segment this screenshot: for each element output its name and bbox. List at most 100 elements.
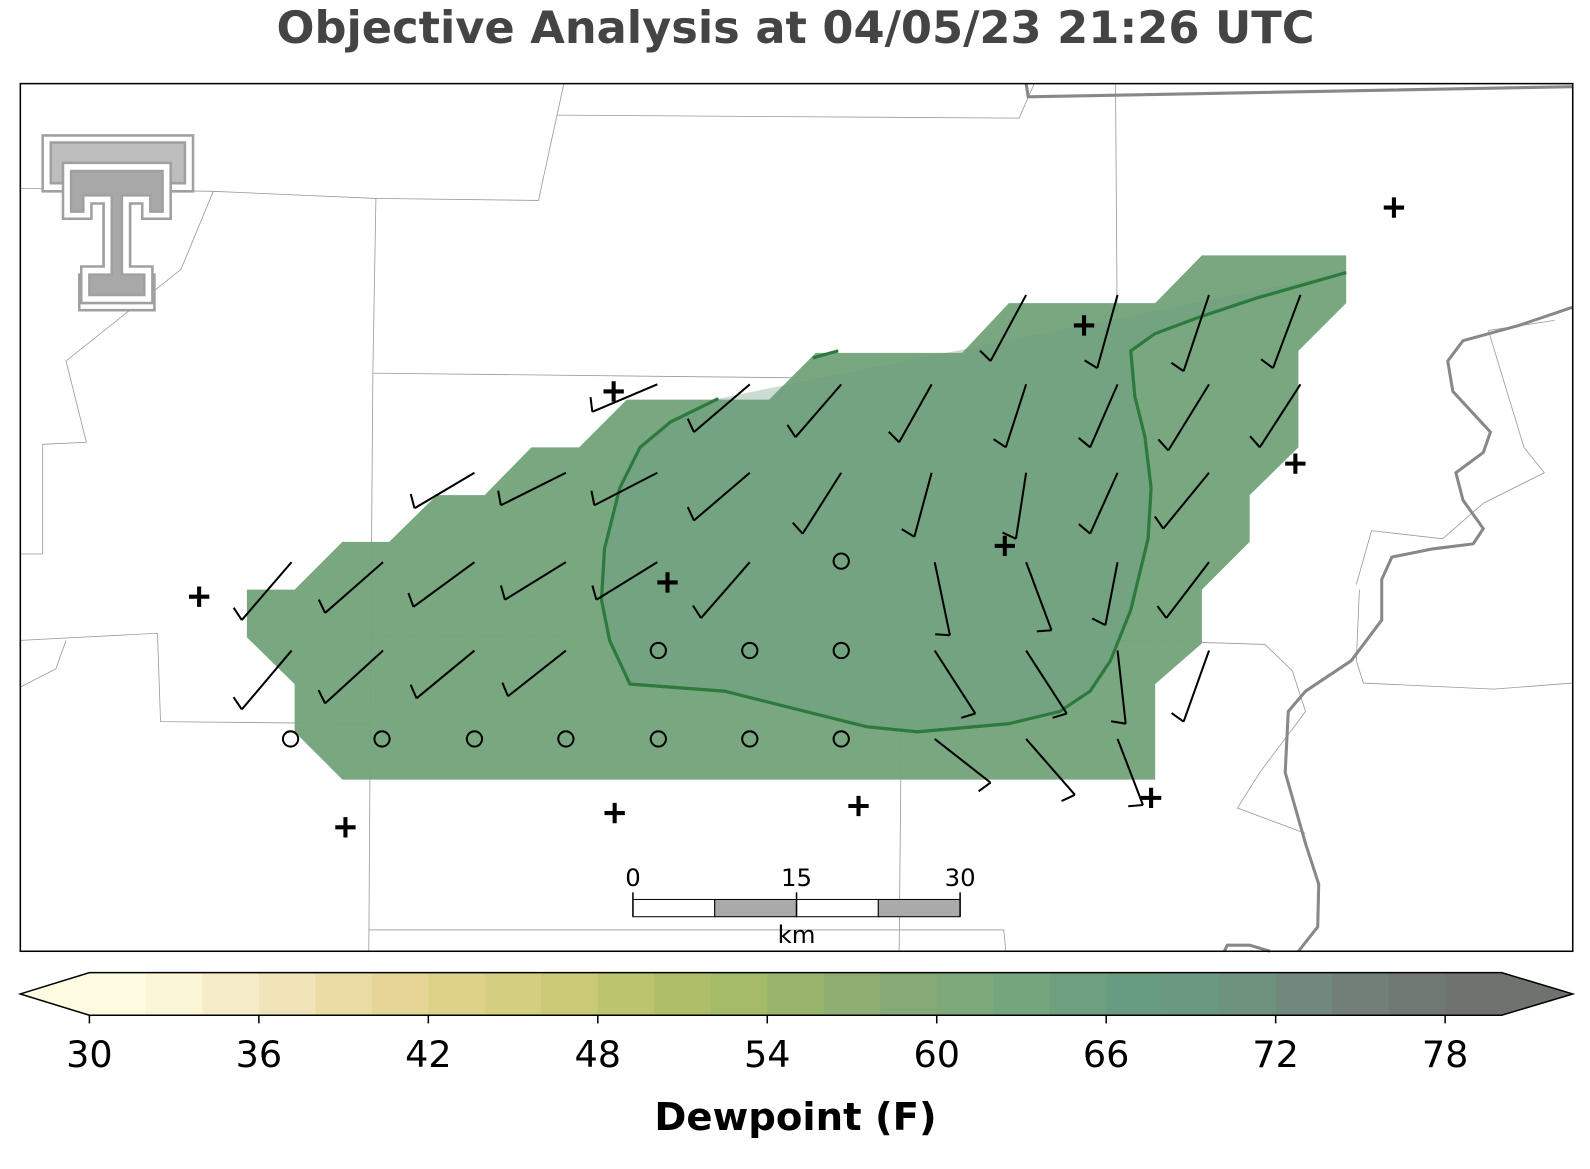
barb-flag <box>692 605 702 619</box>
colorbar-segment <box>1275 972 1333 1016</box>
colorbar-tick-label: 48 <box>575 1033 622 1076</box>
wind-barb <box>888 383 933 443</box>
barb-flag <box>589 396 594 412</box>
barb-flag <box>1249 435 1261 449</box>
barb-staff <box>1096 294 1119 369</box>
wind-barb <box>407 561 476 608</box>
calm-station <box>741 641 759 660</box>
barb-staff <box>1116 650 1127 724</box>
barb-flag <box>1078 523 1091 535</box>
station-marker <box>335 817 356 838</box>
barb-staff <box>934 738 992 784</box>
barb-staff <box>324 561 384 614</box>
dewpoint-contour-line <box>599 271 1347 734</box>
wind-barb <box>992 384 1028 449</box>
wind-barb <box>501 649 567 698</box>
barb-flag <box>1156 605 1168 619</box>
dewpoint-fill <box>246 255 1347 780</box>
barb-staff <box>1089 472 1119 535</box>
barb-staff <box>693 471 751 522</box>
colorbar-segment <box>823 972 881 1016</box>
wind-barb <box>589 383 658 413</box>
barb-staff <box>1116 738 1144 806</box>
barb-staff <box>500 471 567 507</box>
barb-flag <box>1128 803 1144 808</box>
wind-barb <box>1025 738 1076 803</box>
barb-flag <box>1091 617 1106 627</box>
barb-flag <box>317 689 327 704</box>
calm-station <box>281 730 300 748</box>
barb-flag <box>992 438 1007 449</box>
barb-flag <box>935 633 951 637</box>
barb-staff <box>1182 294 1210 372</box>
station-marker <box>1285 453 1306 474</box>
barb-staff <box>415 649 476 700</box>
calm-station <box>832 641 850 660</box>
barb-flag <box>1061 793 1076 803</box>
wind-barb <box>686 471 751 522</box>
calm-station <box>373 730 391 748</box>
colorbar-segment <box>597 972 655 1016</box>
barb-flag <box>1052 712 1068 719</box>
colorbar-segment <box>1445 972 1503 1016</box>
calm-station <box>465 730 484 748</box>
barb-staff <box>504 561 567 601</box>
barb-staff <box>507 649 567 698</box>
barb-flag <box>1157 438 1170 452</box>
barb-staff <box>591 383 658 413</box>
colorbar-segment <box>936 972 994 1016</box>
barb-staff <box>700 561 751 619</box>
colorbar-segment <box>654 972 712 1016</box>
barb-staff <box>1025 561 1053 631</box>
colorbar-segment <box>89 972 147 1016</box>
colorbar-segment <box>880 972 938 1016</box>
barb-staff <box>1182 650 1210 722</box>
wind-barb <box>232 649 293 711</box>
station-marker <box>1383 197 1405 218</box>
barb-flag <box>591 585 598 601</box>
colorbar-segment <box>710 972 768 1016</box>
colorbar-segment <box>1219 972 1277 1016</box>
barb-flag <box>1110 720 1126 725</box>
colorbar-tick-label: 30 <box>66 1033 113 1076</box>
barb-staff <box>1014 472 1028 539</box>
barb-flag <box>901 528 915 538</box>
logo <box>41 134 195 312</box>
colorbar-tick-label: 42 <box>405 1033 452 1076</box>
barb-staff <box>801 472 843 535</box>
barb-flag <box>1154 515 1165 530</box>
barb-staff <box>1162 472 1210 530</box>
barb-flag <box>786 424 797 438</box>
wind-barb <box>1110 650 1127 725</box>
colorbar-segment <box>1162 972 1220 1016</box>
colorbar-segment <box>258 972 316 1016</box>
station-marker <box>848 795 869 817</box>
barb-flag <box>960 712 976 719</box>
barb-staff <box>1089 383 1119 448</box>
colorbar-tick-label: 36 <box>236 1033 283 1076</box>
barb-flag <box>1036 629 1052 633</box>
wind-barb <box>497 471 567 507</box>
barb-flag <box>409 684 418 699</box>
scale-segment <box>632 898 716 918</box>
station-marker <box>657 572 678 593</box>
calm-station <box>832 552 850 570</box>
barb-staff <box>241 561 293 621</box>
wind-barb <box>590 471 658 507</box>
barb-flag <box>792 521 804 535</box>
colorbar-segment <box>541 972 599 1016</box>
barb-staff <box>241 649 293 711</box>
barb-staff <box>593 471 658 507</box>
barb-staff <box>1104 561 1119 626</box>
colorbar-segment <box>371 972 429 1016</box>
scale-segment <box>877 898 961 918</box>
barb-flag <box>1260 358 1274 369</box>
wind-barb <box>1091 561 1119 627</box>
barb-flag <box>317 599 327 614</box>
wind-barb <box>1084 294 1119 369</box>
wind-barb <box>317 649 384 705</box>
barb-flag <box>979 349 992 362</box>
colorbar-segment <box>767 972 825 1016</box>
wind-barb <box>1157 383 1210 452</box>
